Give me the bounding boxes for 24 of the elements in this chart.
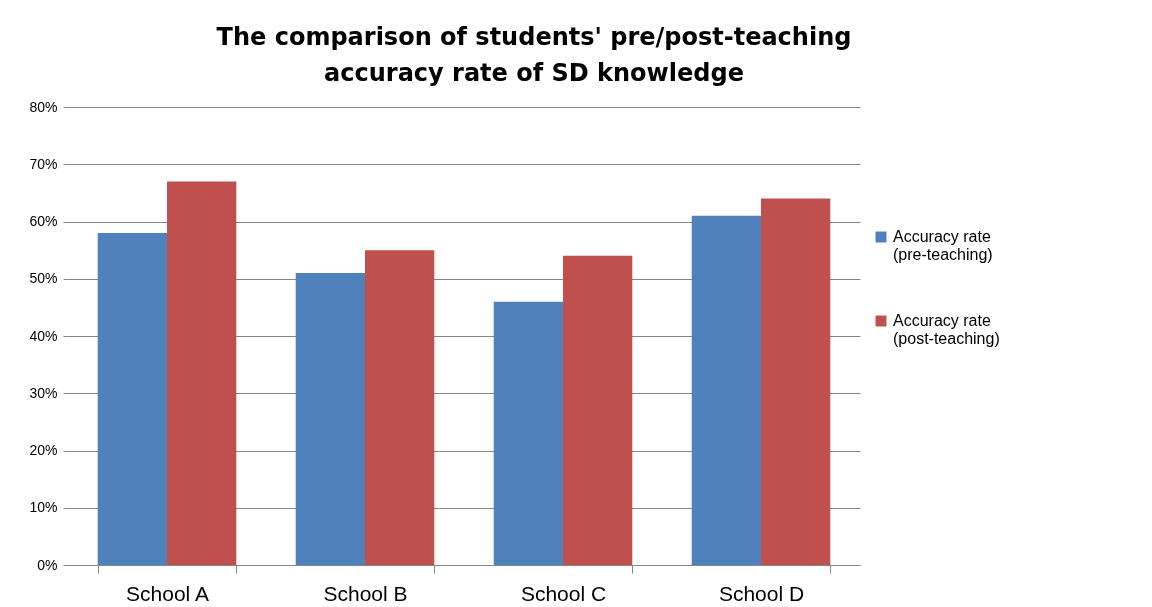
- y-tick-label: 60%: [29, 213, 58, 229]
- y-tick-label: 20%: [29, 442, 58, 458]
- bar: [295, 273, 365, 565]
- y-tick-label: 50%: [29, 270, 58, 287]
- x-tick-label: School D: [718, 581, 805, 605]
- y-tick-label: 80%: [29, 98, 58, 115]
- bar: [691, 215, 761, 565]
- bar: [563, 255, 633, 565]
- chart-title: The comparison of students' pre/post-teaching accuracy rate of SD knowledge: [216, 23, 852, 87]
- bar: [97, 232, 167, 565]
- x-tick-label: School A: [126, 581, 209, 605]
- bar: [167, 181, 237, 565]
- x-tick-label: School C: [520, 581, 607, 605]
- bar: [365, 250, 435, 565]
- y-tick-label: 70%: [29, 155, 58, 172]
- y-tick-label: 0%: [37, 556, 58, 573]
- x-tick-label: School B: [323, 581, 408, 605]
- y-tick-label: 30%: [29, 384, 58, 401]
- bar: [493, 301, 563, 565]
- legend-label: Accuracy rate (post-teaching): [893, 312, 1000, 347]
- bar: [761, 198, 831, 565]
- y-tick-label: 40%: [29, 327, 58, 344]
- legend-label: Accuracy rate (pre-teaching): [893, 228, 993, 263]
- y-tick-label: 10%: [29, 499, 58, 516]
